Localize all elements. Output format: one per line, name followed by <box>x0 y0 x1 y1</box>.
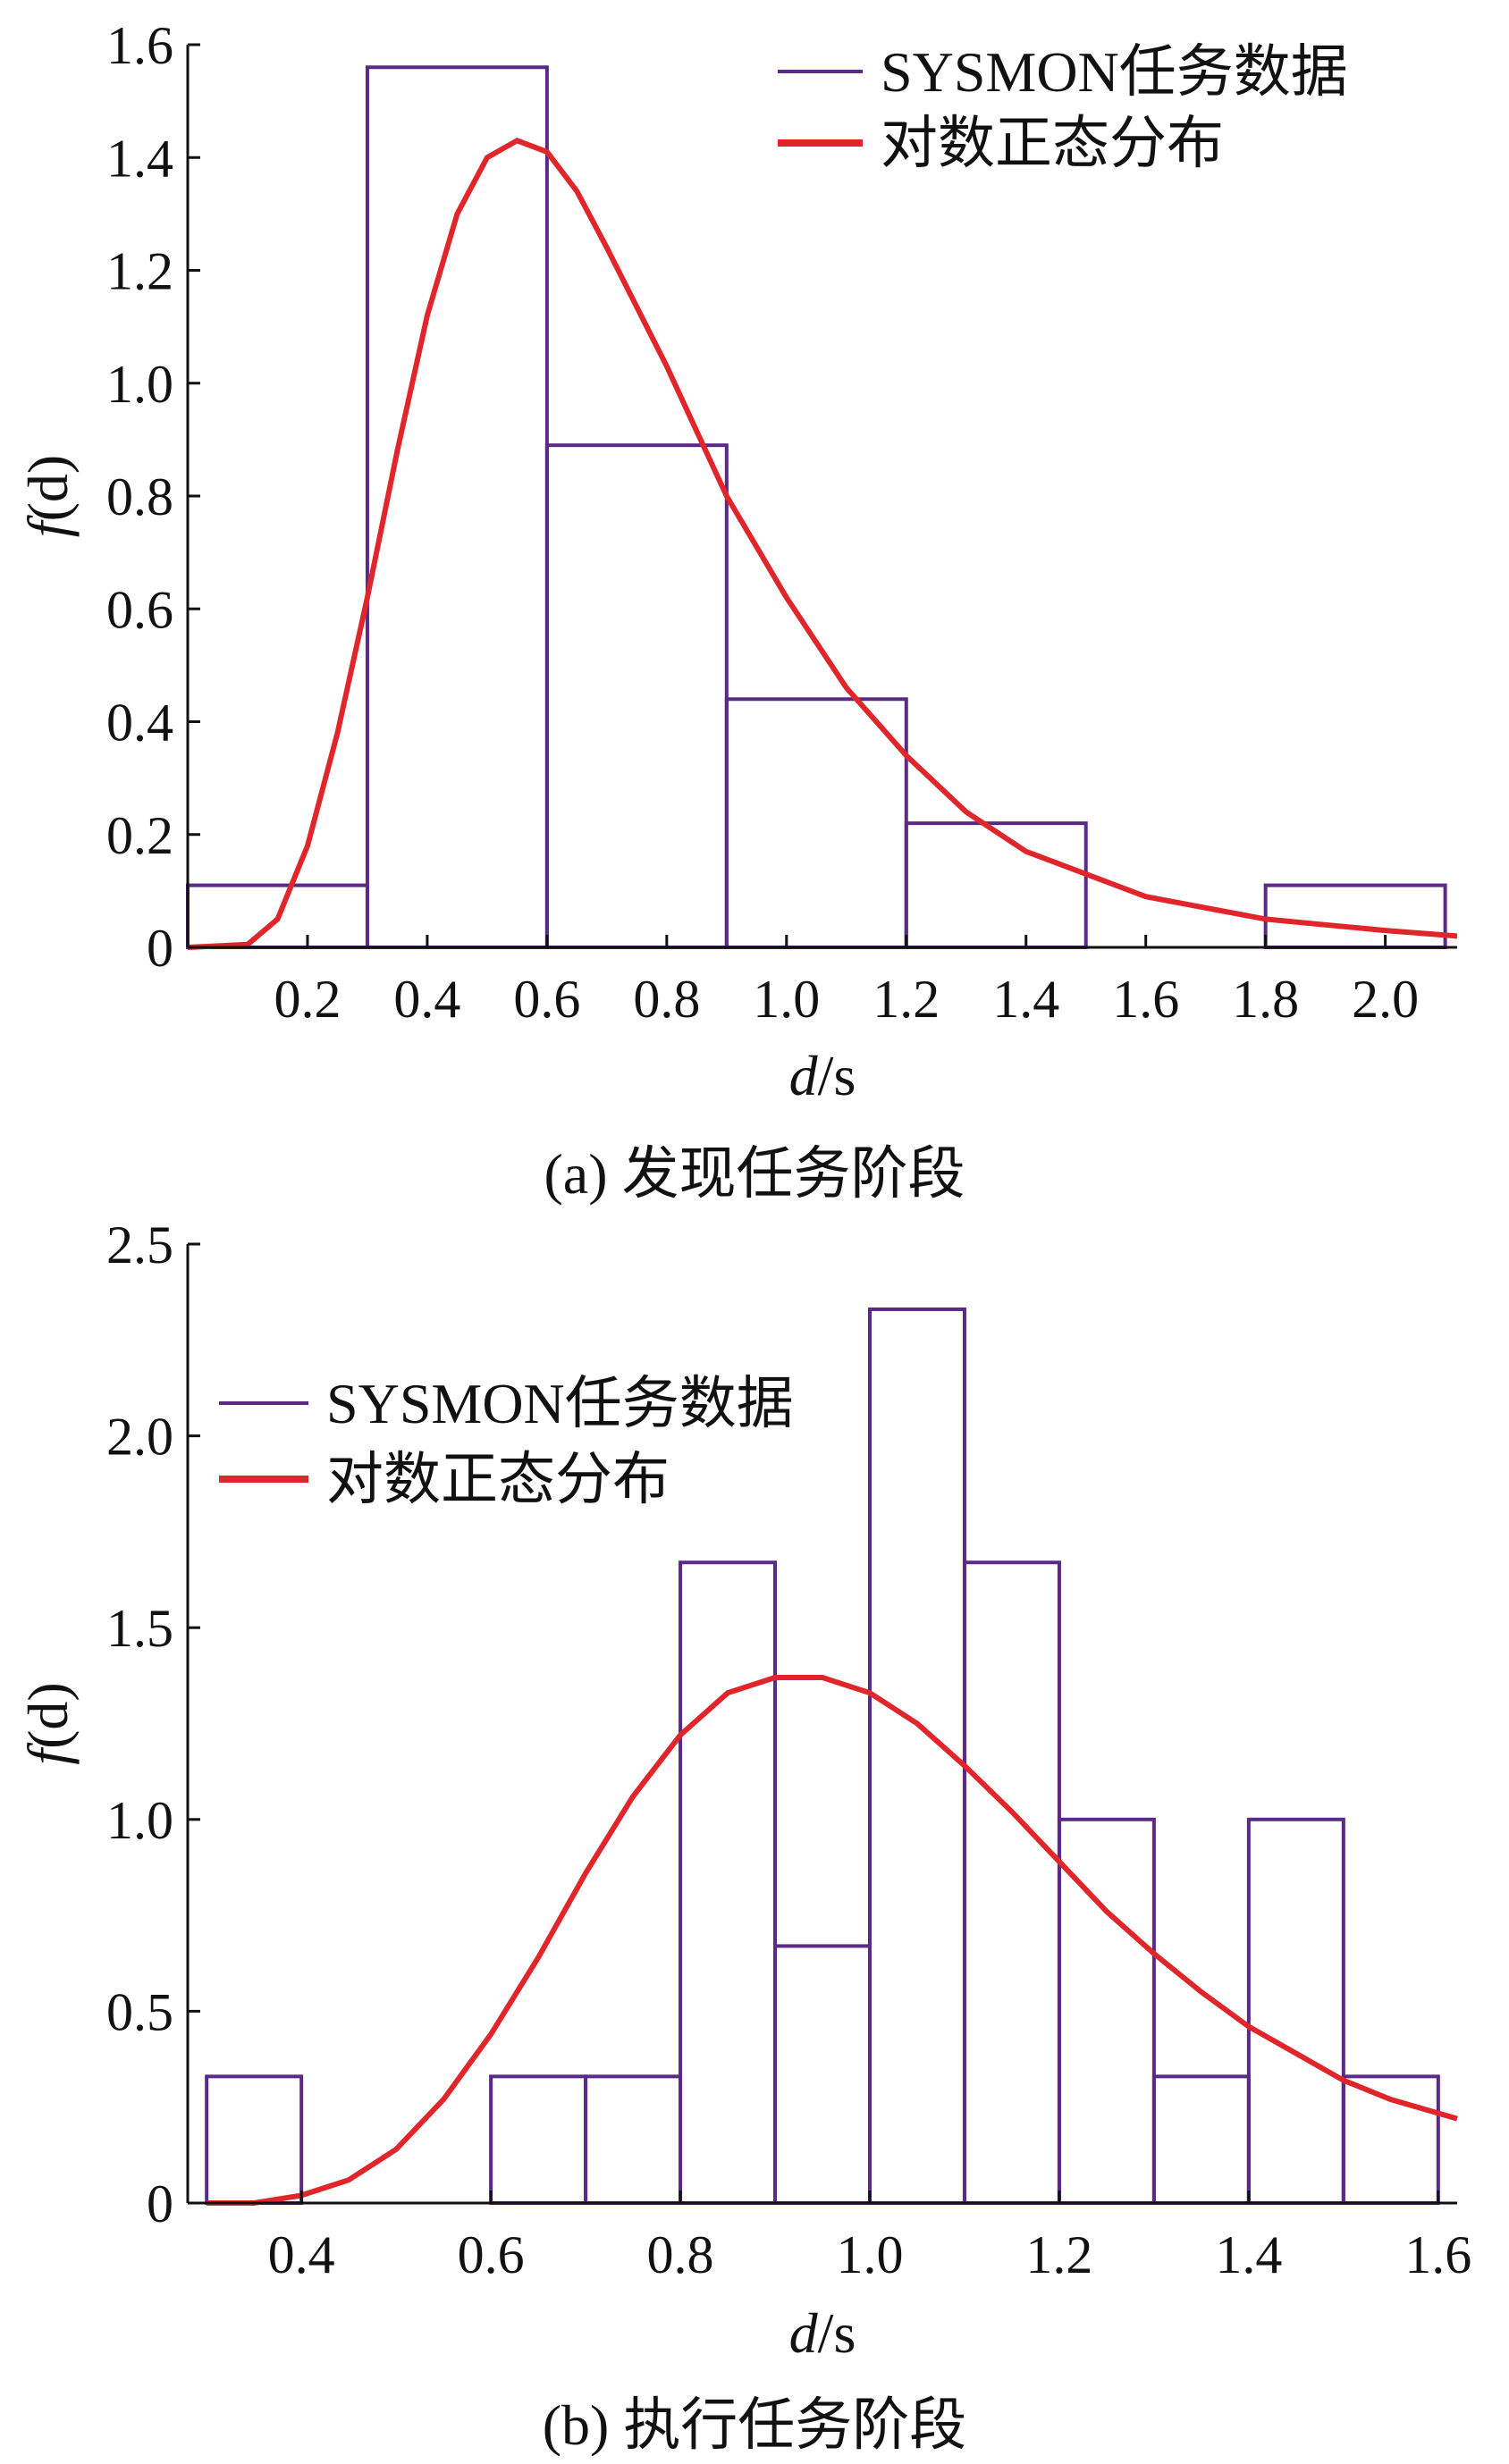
y-tick-label: 0 <box>147 2174 173 2233</box>
axes-b <box>186 1242 1457 2205</box>
x-tick-label: 1.6 <box>1404 2225 1471 2284</box>
x-tick-label: 1.4 <box>1215 2225 1282 2284</box>
histogram-bar <box>904 821 1088 949</box>
y-axis-arg-b: (d) <box>16 1682 80 1749</box>
histogram-bar <box>773 1944 872 2206</box>
x-tick-label: 0.4 <box>393 970 460 1029</box>
x-tick-labels-a: 0.2 0.4 0.6 0.8 1.0 1.2 1.4 1.6 1.8 2.0 <box>274 970 1419 1029</box>
x-tick-label: 1.0 <box>836 2225 903 2284</box>
y-tick-label: 0.5 <box>106 1982 173 2041</box>
legend-curve-label-a: 对数正态分布 <box>881 112 1224 175</box>
caption-a: (a) 发现任务阶段 <box>544 1142 965 1206</box>
x-axis-var-b: d <box>789 2301 819 2365</box>
y-tick-label: 0.8 <box>106 467 173 526</box>
x-tick-label: 2.0 <box>1352 970 1419 1029</box>
x-tick-label: 0.8 <box>647 2225 714 2284</box>
chart-panel-a: 0.2 0.4 0.6 0.8 1.0 1.2 1.4 1.6 1.8 2.0 00.20.40.… <box>16 16 1458 1206</box>
histogram-bars-a <box>186 65 1447 949</box>
axes-a <box>186 43 1457 949</box>
chart-panel-b: 0.4 0.6 0.8 1.0 1.2 1.4 1.6 0 0.5 1.0 1.5 2.0 2.5 S… <box>16 1215 1471 2457</box>
histogram-bar <box>205 2074 304 2206</box>
y-tick-labels-a: 0 0.2 0.4 0.6 0.8 1.0 1.2 1.4 1.6 <box>106 16 173 978</box>
histogram-bars-b <box>205 1307 1440 2206</box>
y-tick-label: 1.4 <box>106 129 173 188</box>
x-tick-label: 1.4 <box>992 970 1059 1029</box>
histogram-bar <box>724 697 908 949</box>
histogram-bar <box>544 443 729 949</box>
histogram-bar <box>1341 2074 1440 2206</box>
x-tick-labels-b: 0.4 0.6 0.8 1.0 1.2 1.4 1.6 <box>268 2225 1472 2284</box>
x-axis-var-a: d <box>789 1044 819 1107</box>
y-axis-label-b: f(d) <box>16 1682 80 1764</box>
x-axis-label-b: d/s <box>789 2301 856 2365</box>
x-tick-label: 1.2 <box>1025 2225 1092 2284</box>
x-tick-label: 0.6 <box>458 2225 525 2284</box>
histogram-bar <box>584 2074 683 2206</box>
histogram-bar <box>365 65 549 949</box>
y-tick-label: 1.6 <box>106 16 173 75</box>
y-tick-label: 2.5 <box>106 1215 173 1274</box>
histogram-bar <box>679 1560 778 2205</box>
x-tick-label: 1.0 <box>753 970 820 1029</box>
legend-a: SYSMON任务数据 对数正态分布 <box>778 40 1348 175</box>
y-axis-arg-a: (d) <box>16 455 80 522</box>
y-tick-labels-b: 0 0.5 1.0 1.5 2.0 2.5 <box>106 1215 173 2233</box>
x-axis-unit-a: /s <box>818 1044 856 1107</box>
legend-histogram-label-a: SYSMON任务数据 <box>881 40 1348 104</box>
y-tick-label: 1.0 <box>106 1791 173 1850</box>
x-tick-label: 1.6 <box>1112 970 1179 1029</box>
histogram-bar <box>489 2074 588 2206</box>
x-axis-unit-b: /s <box>818 2301 856 2365</box>
y-tick-label: 1.2 <box>106 242 173 301</box>
x-tick-label: 1.8 <box>1232 970 1299 1029</box>
legend-histogram-label-b: SYSMON任务数据 <box>326 1372 794 1435</box>
y-tick-label: 0 <box>147 919 173 978</box>
histogram-bar <box>962 1560 1061 2205</box>
x-tick-label: 0.8 <box>633 970 700 1029</box>
y-tick-label: 0.2 <box>106 806 173 865</box>
histogram-bar <box>1151 2074 1251 2206</box>
histogram-bar <box>1246 1817 1345 2206</box>
legend-curve-label-b: 对数正态分布 <box>326 1448 670 1511</box>
y-axis-label-a: f(d) <box>16 455 80 537</box>
x-axis-label-a: d/s <box>789 1044 856 1107</box>
y-tick-label: 1.0 <box>106 355 173 414</box>
x-tick-label: 1.2 <box>873 970 940 1029</box>
x-tick-label: 0.6 <box>513 970 580 1029</box>
y-tick-label: 0.4 <box>106 694 173 753</box>
histogram-bar <box>1263 883 1447 949</box>
lognormal-curve-b <box>207 1675 1458 2206</box>
y-tick-label: 2.0 <box>106 1408 173 1467</box>
legend-b: SYSMON任务数据 对数正态分布 <box>219 1372 794 1511</box>
x-tick-label: 0.2 <box>274 970 341 1029</box>
lognormal-curve-a <box>187 137 1458 950</box>
caption-b: (b) 执行任务阶段 <box>543 2393 967 2457</box>
y-tick-label: 1.5 <box>106 1599 173 1658</box>
x-tick-label: 0.4 <box>268 2225 335 2284</box>
y-tick-label: 0.6 <box>106 580 173 639</box>
